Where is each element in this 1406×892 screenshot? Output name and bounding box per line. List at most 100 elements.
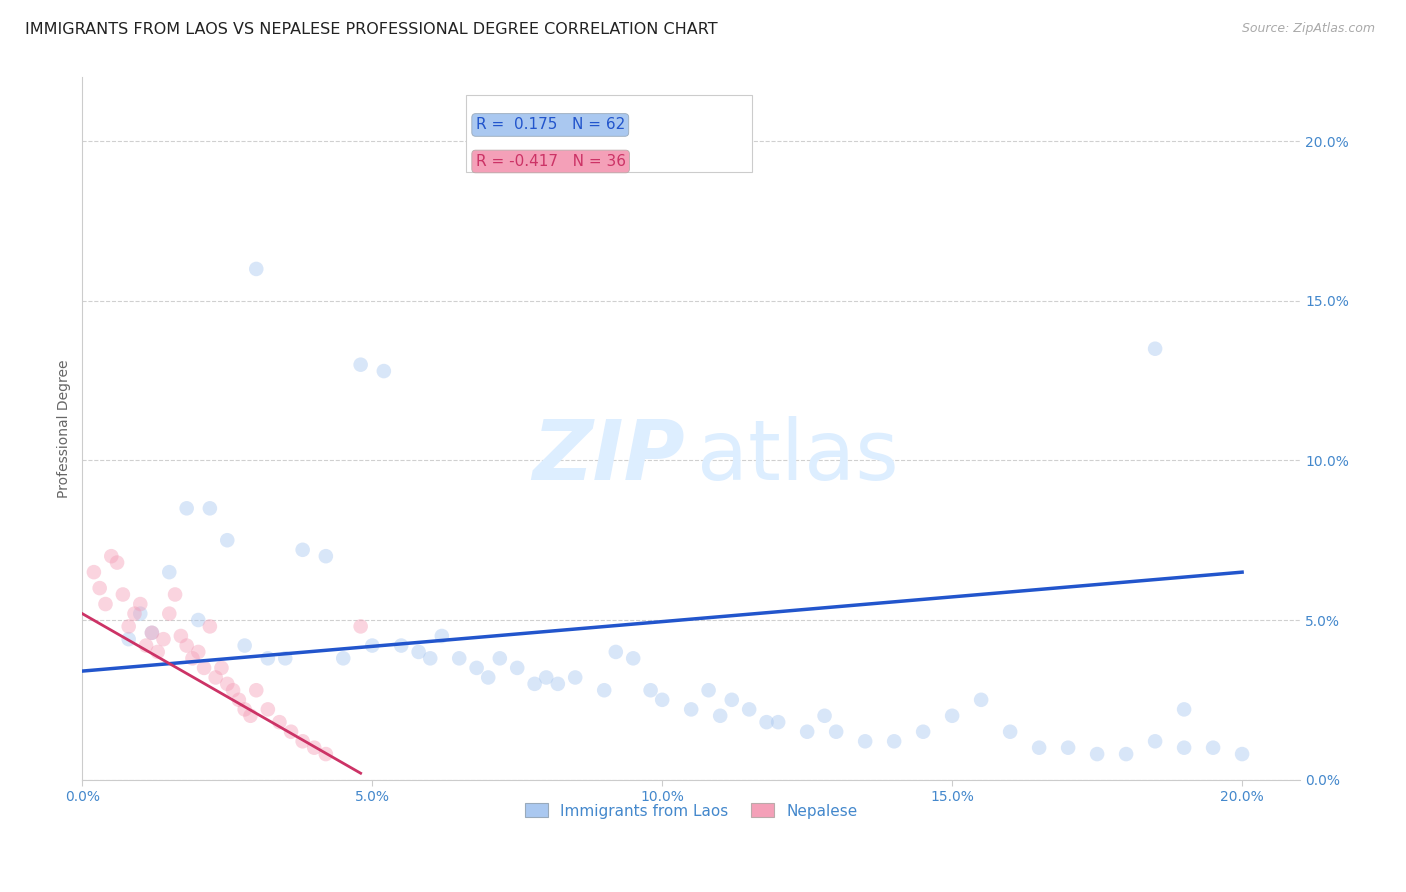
Point xyxy=(883,734,905,748)
Point xyxy=(720,693,742,707)
Text: ZIP: ZIP xyxy=(533,416,685,497)
Point xyxy=(621,651,644,665)
Point xyxy=(1085,747,1108,761)
Point xyxy=(211,661,233,675)
Point xyxy=(564,670,586,684)
Point xyxy=(228,693,250,707)
Point xyxy=(135,639,157,653)
Point xyxy=(257,702,280,716)
Point xyxy=(233,639,256,653)
Point xyxy=(94,597,117,611)
Point xyxy=(165,587,187,601)
Point xyxy=(83,565,105,579)
Point xyxy=(912,724,935,739)
Point xyxy=(373,364,395,378)
Point xyxy=(152,632,174,647)
Point xyxy=(118,632,141,647)
Point xyxy=(998,724,1021,739)
Point xyxy=(181,651,204,665)
Point xyxy=(304,740,326,755)
Point xyxy=(1173,740,1195,755)
Point xyxy=(89,581,111,595)
Point xyxy=(204,670,226,684)
Point xyxy=(141,625,163,640)
Point xyxy=(269,715,291,730)
Point xyxy=(651,693,673,707)
Point xyxy=(970,693,993,707)
Point xyxy=(755,715,778,730)
Point xyxy=(350,358,373,372)
Point xyxy=(176,501,198,516)
Point xyxy=(332,651,354,665)
Point xyxy=(124,607,146,621)
Point xyxy=(280,724,302,739)
Point xyxy=(697,683,720,698)
Point xyxy=(198,501,221,516)
Point xyxy=(176,639,198,653)
Text: Source: ZipAtlas.com: Source: ZipAtlas.com xyxy=(1241,22,1375,36)
Point xyxy=(738,702,761,716)
Point xyxy=(825,724,848,739)
Point xyxy=(100,549,122,564)
Point xyxy=(547,677,569,691)
Point xyxy=(1173,702,1195,716)
Point xyxy=(534,670,557,684)
Point xyxy=(157,607,180,621)
Point xyxy=(129,607,152,621)
Point xyxy=(1028,740,1050,755)
Point xyxy=(1230,747,1253,761)
Point xyxy=(681,702,703,716)
Point xyxy=(853,734,876,748)
Point xyxy=(1202,740,1225,755)
Point xyxy=(477,670,499,684)
Point xyxy=(170,629,193,643)
Point xyxy=(245,683,267,698)
Point xyxy=(239,708,262,723)
Point xyxy=(523,677,546,691)
Text: R = -0.417   N = 36: R = -0.417 N = 36 xyxy=(475,154,626,169)
Point xyxy=(245,262,267,277)
Point xyxy=(118,619,141,633)
Point xyxy=(291,734,314,748)
FancyBboxPatch shape xyxy=(465,95,752,172)
Point xyxy=(105,556,128,570)
Point xyxy=(488,651,510,665)
Point xyxy=(1057,740,1080,755)
Point xyxy=(640,683,662,698)
Point xyxy=(146,645,169,659)
Point xyxy=(408,645,430,659)
Point xyxy=(315,549,337,564)
Point xyxy=(1115,747,1137,761)
Point xyxy=(157,565,180,579)
Point xyxy=(111,587,134,601)
Point xyxy=(222,683,245,698)
Point xyxy=(217,677,239,691)
Point xyxy=(198,619,221,633)
Point xyxy=(593,683,616,698)
Point xyxy=(233,702,256,716)
Point xyxy=(257,651,280,665)
Point xyxy=(449,651,471,665)
Point xyxy=(1144,734,1167,748)
Point xyxy=(187,645,209,659)
Point xyxy=(709,708,731,723)
Point xyxy=(430,629,453,643)
Text: R =  0.175   N = 62: R = 0.175 N = 62 xyxy=(475,118,624,133)
Point xyxy=(193,661,215,675)
Point xyxy=(941,708,963,723)
Point xyxy=(141,625,163,640)
Point xyxy=(1144,342,1167,356)
Point xyxy=(766,715,789,730)
Point xyxy=(813,708,835,723)
Point xyxy=(419,651,441,665)
Point xyxy=(361,639,384,653)
Point xyxy=(350,619,373,633)
Point xyxy=(506,661,529,675)
Point xyxy=(187,613,209,627)
Point xyxy=(465,661,488,675)
Legend: Immigrants from Laos, Nepalese: Immigrants from Laos, Nepalese xyxy=(519,797,863,824)
Point xyxy=(605,645,627,659)
Point xyxy=(291,542,314,557)
Text: IMMIGRANTS FROM LAOS VS NEPALESE PROFESSIONAL DEGREE CORRELATION CHART: IMMIGRANTS FROM LAOS VS NEPALESE PROFESS… xyxy=(25,22,718,37)
Point xyxy=(129,597,152,611)
